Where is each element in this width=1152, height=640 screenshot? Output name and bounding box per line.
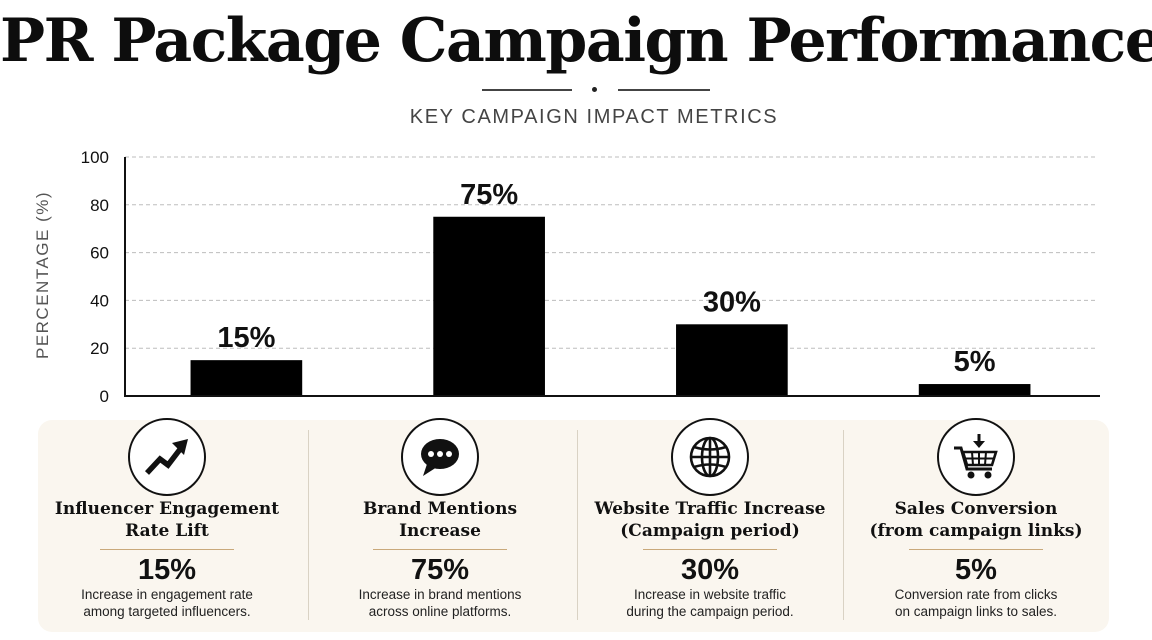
metric-value: 30%	[680, 554, 740, 586]
metric-description-line: on campaign links to sales.	[894, 604, 1058, 619]
metric-title-line: Increase	[399, 521, 481, 541]
bars	[190, 216, 1031, 396]
metric-value: 75%	[410, 554, 470, 586]
metric-description-line: across online platforms.	[368, 604, 512, 619]
column-divider	[308, 430, 309, 620]
y-tick-label: 40	[90, 291, 109, 310]
data-label: 15%	[217, 322, 275, 354]
metric-rule	[100, 549, 234, 550]
metric-title: Sales Conversion (from campaign links)	[845, 498, 1107, 542]
bar	[918, 384, 1031, 396]
page-title: PR Package Campaign Performance	[0, 6, 1152, 76]
metric-description-line: Increase in website traffic	[633, 587, 787, 602]
metric-card-mentions: Brand Mentions Increase 75% Increase in …	[309, 418, 571, 634]
column-divider	[577, 430, 578, 620]
data-labels: 15% 75% 30% 5%	[217, 179, 995, 378]
metric-description-line: Conversion rate from clicks	[894, 587, 1058, 602]
y-axis-label: PERCENTAGE (%)	[33, 190, 52, 360]
metric-rule	[643, 549, 777, 550]
title-divider-left	[482, 89, 572, 91]
title-divider-dot	[592, 87, 597, 92]
metric-card-conversion: Sales Conversion (from campaign links) 5…	[845, 418, 1107, 634]
metric-title: Website Traffic Increase (Campaign perio…	[579, 498, 841, 542]
metric-description: Increase in brand mentions across online…	[309, 586, 571, 620]
metric-description: Conversion rate from clicks on campaign …	[845, 586, 1107, 620]
metric-title-line: Brand Mentions	[362, 499, 518, 519]
data-label: 75%	[460, 179, 518, 211]
globe-icon	[671, 418, 749, 496]
metric-description: Increase in website traffic during the c…	[579, 586, 841, 620]
data-label: 5%	[954, 346, 996, 378]
title-divider-right	[618, 89, 710, 91]
gridlines	[125, 156, 1096, 349]
chart-subtitle: KEY CAMPAIGN IMPACT METRICS	[409, 106, 779, 128]
metric-title: Influencer Engagement Rate Lift	[36, 498, 298, 542]
metrics-panel	[38, 420, 1109, 632]
metric-title-line: Sales Conversion	[894, 499, 1058, 519]
bar	[433, 216, 545, 396]
bar	[190, 360, 303, 396]
metric-card-engagement: Influencer Engagement Rate Lift 15% Incr…	[36, 418, 298, 634]
metric-description-line: Increase in engagement rate	[81, 587, 253, 602]
metric-title-line: (from campaign links)	[869, 521, 1083, 541]
metric-description-line: among targeted influencers.	[83, 604, 251, 619]
shopping-cart-icon	[937, 418, 1015, 496]
metric-description-line: during the campaign period.	[626, 604, 794, 619]
metric-title-line: Rate Lift	[125, 521, 209, 541]
metric-title: Brand Mentions Increase	[309, 498, 571, 542]
trend-up-arrow-icon	[128, 418, 206, 496]
bar	[676, 324, 788, 396]
metric-rule	[373, 549, 507, 550]
bar-chart: 0 20 40 60 80 100 15% 75% 30% 5%	[81, 148, 1100, 406]
data-label: 30%	[703, 286, 761, 318]
column-divider	[843, 430, 844, 620]
metric-rule	[909, 549, 1043, 550]
y-axis-ticks: 0 20 40 60 80 100	[81, 148, 109, 406]
metric-title-line: Influencer Engagement	[54, 499, 280, 519]
metric-description: Increase in engagement rate among target…	[36, 586, 298, 620]
metric-card-traffic: Website Traffic Increase (Campaign perio…	[579, 418, 841, 634]
y-tick-label: 0	[100, 387, 109, 406]
y-tick-label: 60	[90, 244, 109, 263]
y-tick-label: 20	[90, 339, 109, 358]
metric-value: 15%	[137, 554, 197, 586]
y-tick-label: 80	[90, 196, 109, 215]
metric-title-line: (Campaign period)	[620, 521, 800, 541]
speech-bubble-icon	[401, 418, 479, 496]
metric-description-line: Increase in brand mentions	[358, 587, 522, 602]
metric-value: 5%	[955, 554, 997, 586]
y-tick-label: 100	[81, 148, 109, 167]
metric-title-line: Website Traffic Increase	[594, 499, 826, 519]
